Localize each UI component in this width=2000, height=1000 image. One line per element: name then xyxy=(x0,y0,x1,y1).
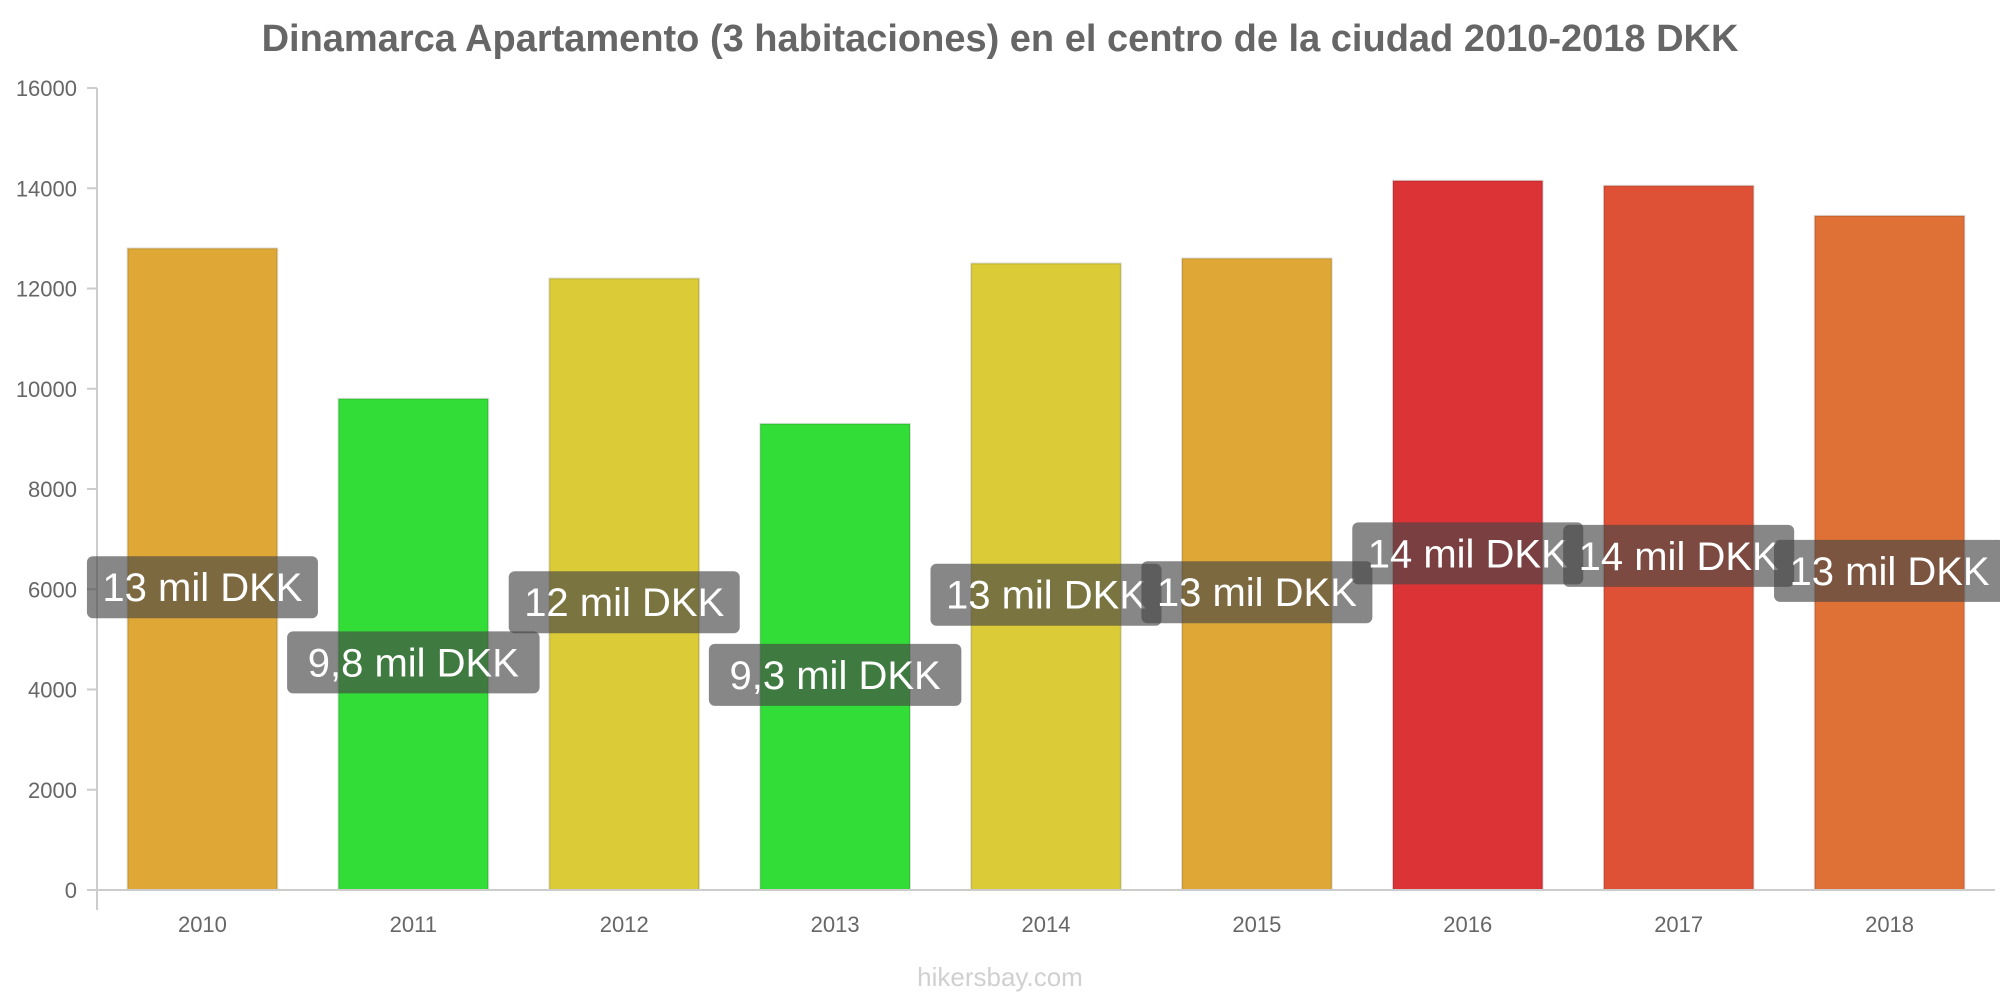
watermark: hikersbay.com xyxy=(917,962,1083,992)
data-label: 14 mil DKK xyxy=(1579,535,1779,579)
x-tick-label: 2010 xyxy=(178,912,227,937)
data-label: 13 mil DKK xyxy=(1790,550,1990,594)
x-tick-label: 2013 xyxy=(811,912,860,937)
chart-title: Dinamarca Apartamento (3 habitaciones) e… xyxy=(261,18,1739,60)
data-label: 14 mil DKK xyxy=(1368,532,1568,576)
y-tick-label: 0 xyxy=(65,878,77,903)
data-label-box xyxy=(508,571,740,634)
data-label: 13 mil DKK xyxy=(946,574,1146,618)
data-label-box xyxy=(1141,561,1373,624)
data-label: 13 mil DKK xyxy=(1157,571,1357,615)
data-label-box xyxy=(86,556,318,619)
data-label: 9,3 mil DKK xyxy=(730,654,941,698)
y-tick-label: 16000 xyxy=(16,76,77,101)
data-label-box xyxy=(287,631,540,694)
x-tick-label: 2017 xyxy=(1654,912,1703,937)
data-label-box xyxy=(1774,539,2000,602)
data-label: 12 mil DKK xyxy=(524,581,724,625)
data-label-box xyxy=(930,563,1162,626)
data-label: 9,8 mil DKK xyxy=(308,641,519,685)
y-tick-label: 8000 xyxy=(28,477,77,502)
y-tick-label: 2000 xyxy=(28,778,77,803)
y-tick-label: 4000 xyxy=(28,678,77,703)
data-label: 13 mil DKK xyxy=(102,566,302,610)
x-tick-label: 2012 xyxy=(600,912,649,937)
data-label-box xyxy=(1352,522,1584,585)
x-tick-label: 2018 xyxy=(1865,912,1914,937)
y-tick-label: 6000 xyxy=(28,577,77,602)
x-tick-label: 2014 xyxy=(1022,912,1071,937)
x-tick-label: 2015 xyxy=(1232,912,1281,937)
y-axis: 0 2000 4000 6000 8000 10000 12000 14000 16000 xyxy=(16,76,98,910)
y-tick-label: 14000 xyxy=(16,176,77,201)
x-tick-label: 2016 xyxy=(1443,912,1492,937)
x-tick-label: 2011 xyxy=(390,912,437,937)
y-tick-label: 10000 xyxy=(16,377,77,402)
data-label-box xyxy=(708,643,962,706)
y-tick-label: 12000 xyxy=(16,277,77,302)
data-label-box xyxy=(1563,524,1795,587)
x-axis: 2010 2011 2012 2013 2014 2015 2016 2017 2018 xyxy=(97,889,1995,937)
